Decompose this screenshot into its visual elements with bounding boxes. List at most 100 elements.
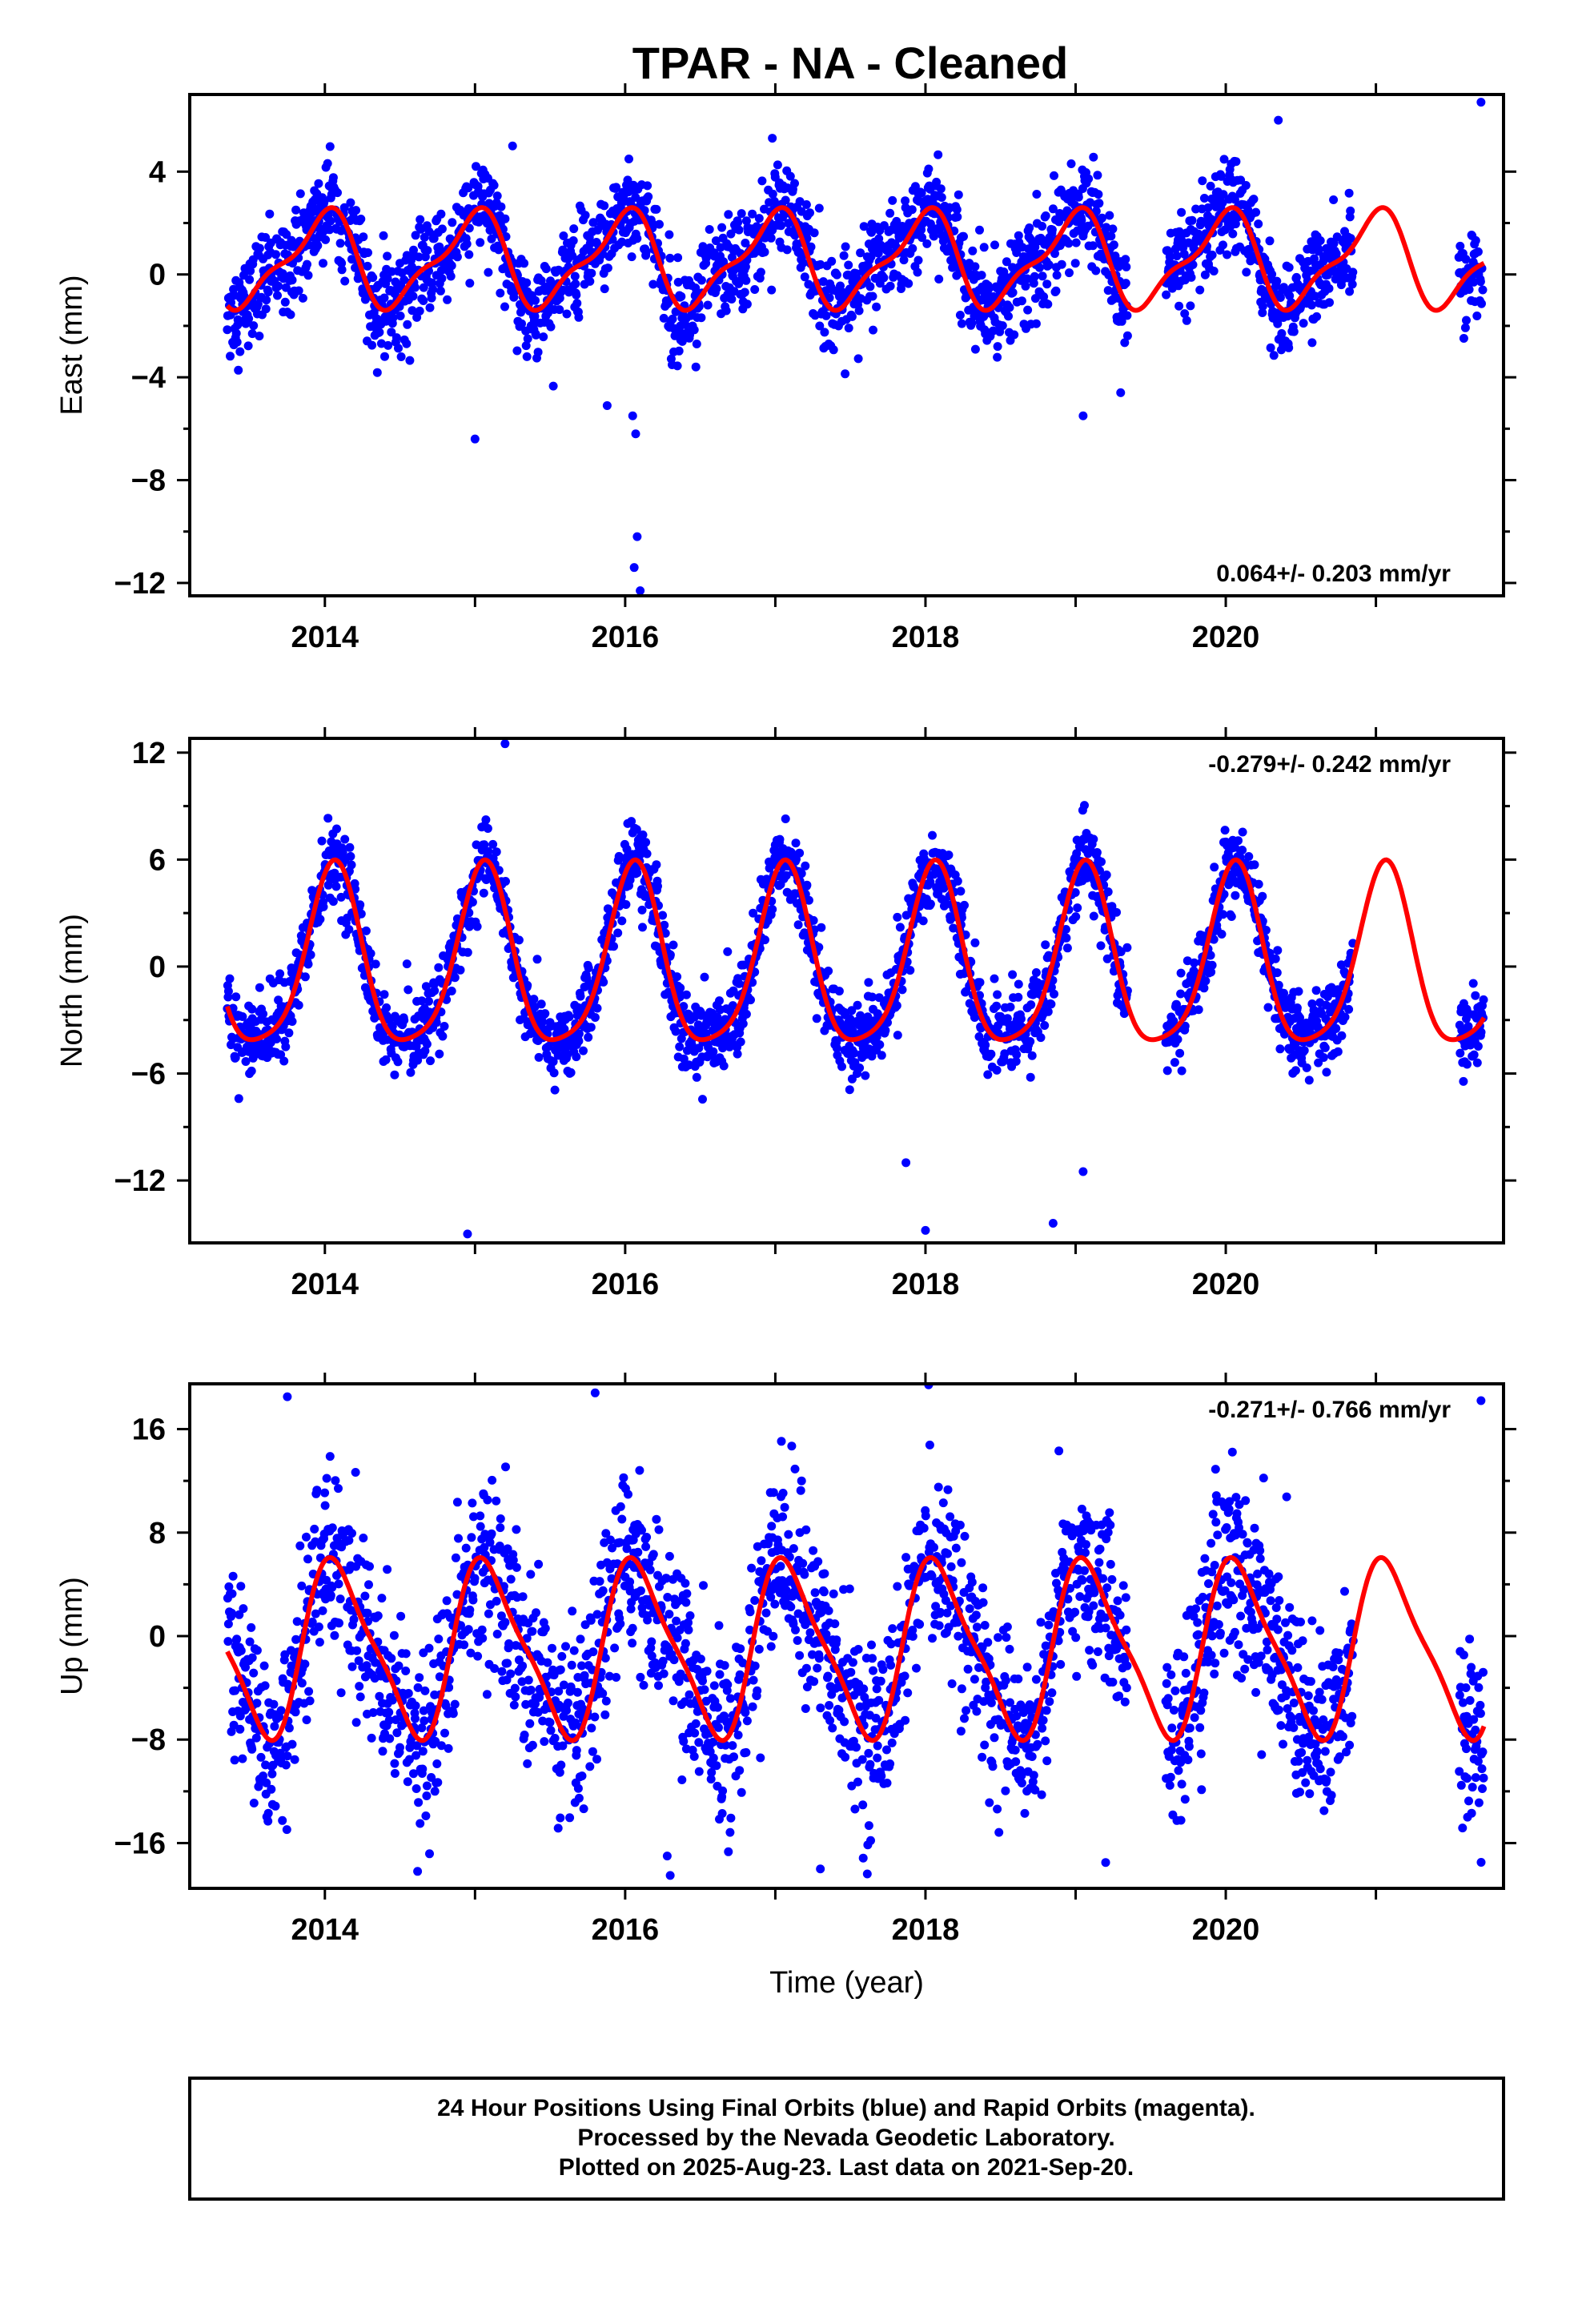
data-point xyxy=(599,977,608,987)
data-point xyxy=(422,1791,432,1800)
data-point xyxy=(464,250,474,259)
data-point xyxy=(408,292,418,301)
data-point xyxy=(1238,846,1247,854)
data-point xyxy=(885,247,894,257)
data-point xyxy=(937,193,946,202)
data-point xyxy=(944,850,954,860)
data-point xyxy=(697,275,706,285)
data-point xyxy=(579,1046,588,1055)
data-point xyxy=(235,1724,245,1734)
data-point xyxy=(427,293,436,303)
data-point xyxy=(1040,1021,1050,1030)
data-point xyxy=(391,333,401,343)
data-point xyxy=(671,307,681,316)
data-point xyxy=(1219,910,1227,919)
data-point xyxy=(447,261,456,271)
data-point xyxy=(1344,1004,1354,1014)
data-point xyxy=(1071,912,1081,922)
data-point xyxy=(331,1476,340,1486)
data-point xyxy=(1273,946,1283,955)
data-point xyxy=(844,324,853,333)
data-point xyxy=(300,1659,310,1669)
data-point xyxy=(388,313,398,323)
data-point xyxy=(592,1003,602,1013)
data-point xyxy=(917,188,926,198)
data-point xyxy=(351,206,361,215)
data-point xyxy=(1199,983,1209,993)
data-point xyxy=(1244,852,1254,861)
data-point xyxy=(659,313,669,323)
data-point xyxy=(832,1043,841,1053)
data-point xyxy=(259,1661,269,1671)
data-point xyxy=(433,1778,443,1787)
data-points xyxy=(223,98,1488,596)
data-point xyxy=(1275,293,1285,302)
data-point xyxy=(1271,954,1280,963)
data-point xyxy=(669,940,678,950)
data-point xyxy=(530,312,540,321)
data-point xyxy=(885,208,895,218)
data-point xyxy=(960,900,969,910)
data-point xyxy=(263,1816,273,1826)
data-point xyxy=(356,215,366,223)
data-point xyxy=(383,1565,392,1574)
data-point xyxy=(244,314,254,324)
data-point xyxy=(351,1718,361,1727)
data-point xyxy=(586,1023,596,1032)
data-point xyxy=(967,319,977,328)
data-point xyxy=(1021,281,1030,291)
data-point xyxy=(1200,270,1210,279)
data-point xyxy=(1241,181,1251,190)
data-point xyxy=(415,1673,424,1683)
y-tick-label: −6 xyxy=(131,1058,166,1092)
data-point xyxy=(1174,227,1184,236)
data-point xyxy=(612,183,621,192)
data-point xyxy=(1061,925,1070,934)
data-point xyxy=(1162,1066,1172,1076)
data-point xyxy=(347,1529,356,1538)
data-point xyxy=(1469,277,1479,287)
data-point xyxy=(692,340,701,348)
data-point xyxy=(425,303,435,312)
data-point xyxy=(1195,285,1205,295)
data-point xyxy=(368,1708,378,1717)
data-point xyxy=(520,259,529,268)
data-point xyxy=(800,272,809,282)
y-tick-label: 4 xyxy=(149,155,166,189)
data-point xyxy=(548,381,558,391)
data-point xyxy=(1284,263,1294,272)
data-point xyxy=(603,263,612,273)
data-point xyxy=(1258,308,1267,317)
data-point xyxy=(390,1769,400,1778)
data-point xyxy=(1284,343,1294,352)
data-point xyxy=(939,883,949,893)
data-point xyxy=(750,285,760,294)
data-point xyxy=(230,1755,239,1765)
data-point xyxy=(652,860,661,870)
data-point xyxy=(701,1029,711,1039)
data-point xyxy=(312,1486,322,1495)
data-point xyxy=(956,887,966,896)
data-point xyxy=(365,1562,374,1571)
data-point xyxy=(1461,255,1471,264)
data-point xyxy=(243,341,253,351)
data-point xyxy=(809,915,818,925)
data-point xyxy=(801,861,810,870)
data-point xyxy=(1098,213,1106,223)
data-point xyxy=(1345,287,1355,296)
data-point xyxy=(413,1683,423,1692)
data-point xyxy=(883,1018,892,1027)
data-point xyxy=(1011,1056,1021,1066)
data-point xyxy=(676,983,685,993)
data-point xyxy=(1346,234,1355,243)
data-point xyxy=(340,834,350,844)
data-point xyxy=(480,840,489,850)
data-point xyxy=(280,1650,290,1659)
data-point xyxy=(856,248,865,258)
data-point xyxy=(443,295,452,304)
data-point xyxy=(913,255,923,265)
data-point xyxy=(979,312,989,321)
data-point xyxy=(428,278,437,287)
